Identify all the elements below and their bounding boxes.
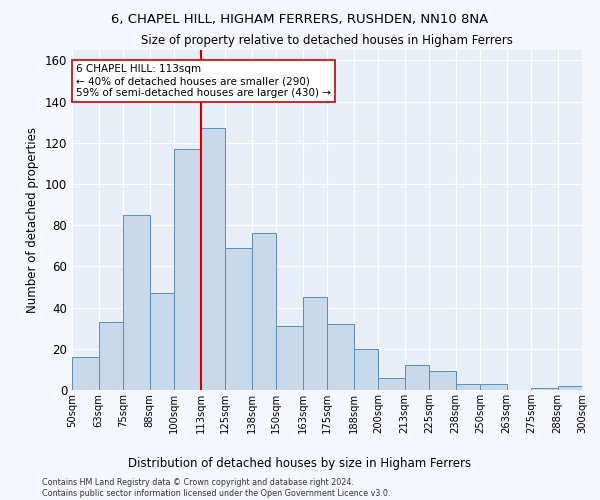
Bar [72,357,98,390]
Bar [557,386,582,390]
Bar [455,384,480,390]
Bar [531,388,557,390]
Text: Distribution of detached houses by size in Higham Ferrers: Distribution of detached houses by size … [128,458,472,470]
Title: Size of property relative to detached houses in Higham Ferrers: Size of property relative to detached ho… [141,34,513,48]
Bar [149,293,174,390]
Text: 6, CHAPEL HILL, HIGHAM FERRERS, RUSHDEN, NN10 8NA: 6, CHAPEL HILL, HIGHAM FERRERS, RUSHDEN,… [112,12,488,26]
Bar [225,248,251,390]
Bar [251,234,276,390]
Text: Contains HM Land Registry data © Crown copyright and database right 2024.
Contai: Contains HM Land Registry data © Crown c… [42,478,391,498]
Bar [174,149,200,390]
Bar [480,384,506,390]
Bar [353,349,378,390]
Bar [327,324,353,390]
Bar [404,366,429,390]
Bar [98,322,123,390]
Bar [302,298,327,390]
Bar [123,215,149,390]
Bar [378,378,404,390]
Bar [429,372,455,390]
Text: 6 CHAPEL HILL: 113sqm
← 40% of detached houses are smaller (290)
59% of semi-det: 6 CHAPEL HILL: 113sqm ← 40% of detached … [76,64,331,98]
Y-axis label: Number of detached properties: Number of detached properties [26,127,39,313]
Bar [276,326,302,390]
Bar [200,128,225,390]
